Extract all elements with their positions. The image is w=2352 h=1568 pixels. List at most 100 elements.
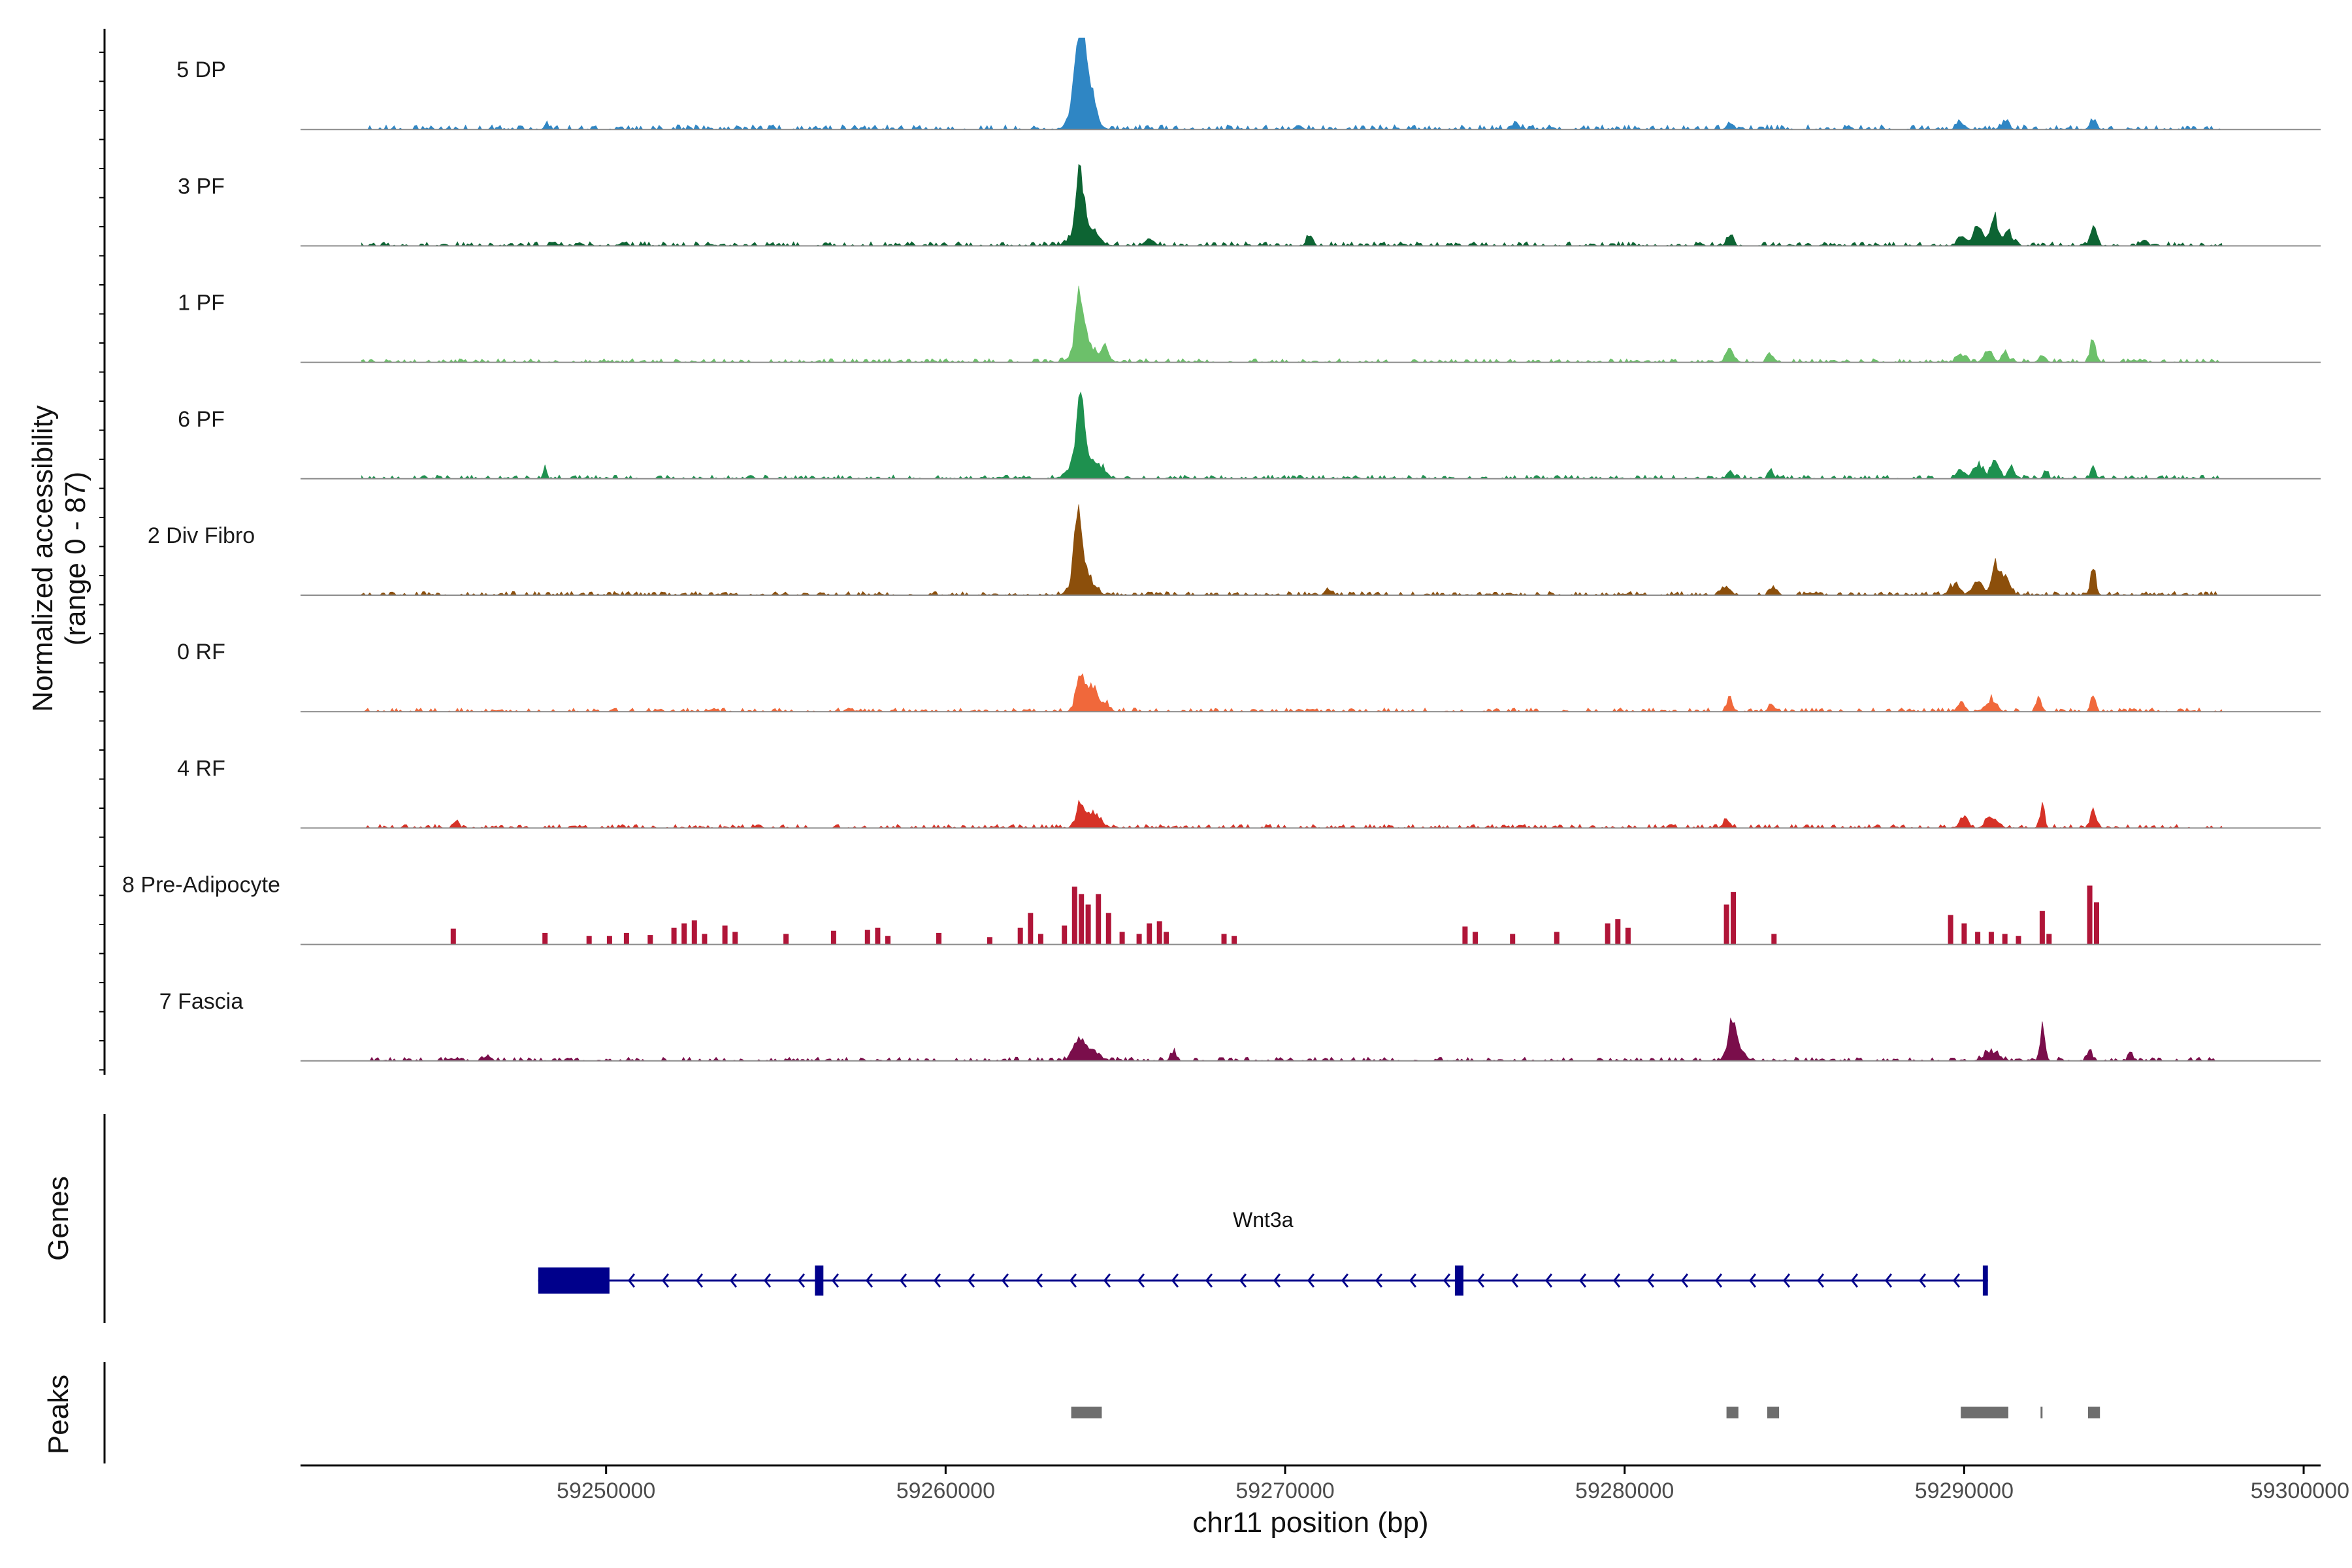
track-label: 7 Fascia bbox=[159, 989, 244, 1014]
gene-exon bbox=[1982, 1266, 1988, 1296]
strand-arrow-icon bbox=[1171, 1273, 1179, 1288]
signal-bar bbox=[1605, 923, 1610, 945]
signal-bar bbox=[2046, 934, 2052, 945]
track-label: 4 RF bbox=[177, 756, 225, 781]
signal-bar bbox=[1731, 892, 1736, 945]
strand-arrow-icon bbox=[1443, 1273, 1451, 1288]
strand-arrow-icon bbox=[1782, 1273, 1791, 1288]
track-6-pf: 6 PF bbox=[178, 391, 2321, 480]
signal-bar bbox=[691, 920, 697, 945]
signal-bar bbox=[1136, 934, 1142, 945]
strand-arrow-icon bbox=[1341, 1273, 1349, 1288]
signal-bar bbox=[1062, 925, 1068, 945]
strand-arrow-icon bbox=[831, 1273, 840, 1288]
signal-bar bbox=[1232, 936, 1237, 945]
signal-bar bbox=[1079, 894, 1085, 945]
signal-bar bbox=[1085, 904, 1091, 945]
strand-arrow-icon bbox=[1918, 1273, 1927, 1288]
signal-bar bbox=[732, 932, 738, 945]
signal-bar bbox=[1554, 932, 1560, 945]
strand-arrow-icon bbox=[1884, 1273, 1893, 1288]
strand-arrow-icon bbox=[1103, 1273, 1111, 1288]
x-tick-label: 59300000 bbox=[2251, 1478, 2349, 1503]
strand-arrow-icon bbox=[1748, 1273, 1757, 1288]
signal-bar bbox=[1156, 921, 1162, 945]
track-7-fascia: 7 Fascia bbox=[159, 989, 2321, 1062]
signal-bar bbox=[450, 928, 456, 945]
signal-bar bbox=[1473, 932, 1478, 945]
track-label: 2 Div Fibro bbox=[148, 523, 255, 548]
strand-arrow-icon bbox=[1952, 1273, 1961, 1288]
strand-arrow-icon bbox=[933, 1273, 941, 1288]
strand-arrow-icon bbox=[1409, 1273, 1417, 1288]
track-0-rf: 0 RF bbox=[177, 640, 2321, 713]
peak-region bbox=[1767, 1407, 1780, 1418]
signal-bar bbox=[1017, 927, 1023, 945]
track-label: 5 DP bbox=[176, 57, 226, 82]
signal-bar bbox=[623, 932, 629, 945]
signal-bar bbox=[1164, 932, 1169, 945]
signal-bar bbox=[936, 932, 941, 945]
signal-bar bbox=[2002, 934, 2008, 945]
signal-bar bbox=[875, 927, 881, 945]
strand-arrow-icon bbox=[1273, 1273, 1281, 1288]
strand-arrow-icon bbox=[1816, 1273, 1825, 1288]
track-label: 0 RF bbox=[177, 640, 225, 664]
signal-bar bbox=[1096, 894, 1102, 945]
strand-arrow-icon bbox=[1544, 1273, 1553, 1288]
strand-arrow-icon bbox=[1511, 1273, 1519, 1288]
strand-arrow-icon bbox=[661, 1273, 670, 1288]
signal-bar bbox=[681, 923, 687, 945]
signal-bar bbox=[542, 932, 548, 945]
track-label: 1 PF bbox=[178, 291, 225, 316]
signal-bar bbox=[1961, 923, 1967, 945]
x-tick-label: 59280000 bbox=[1575, 1478, 1674, 1503]
signal-bar bbox=[1988, 932, 1994, 945]
strand-arrow-icon bbox=[695, 1273, 704, 1288]
signal-bar bbox=[1771, 934, 1777, 945]
gene-exon bbox=[815, 1266, 824, 1296]
signal-bar bbox=[586, 936, 592, 945]
genes-panel: Wnt3a bbox=[103, 1114, 1988, 1323]
strand-arrow-icon bbox=[763, 1273, 772, 1288]
accessibility-y-axis bbox=[99, 29, 106, 1075]
peaks-panel bbox=[103, 1362, 2100, 1463]
signal-area bbox=[361, 37, 2223, 131]
peaks-panel-title: Peaks bbox=[42, 1375, 74, 1454]
strand-arrow-icon bbox=[1239, 1273, 1247, 1288]
strand-arrow-icon bbox=[865, 1273, 874, 1288]
signal-bar bbox=[864, 930, 870, 945]
gene-exon bbox=[1454, 1266, 1463, 1296]
y-axis-title-line2: (range 0 - 87) bbox=[59, 472, 91, 646]
peak-region bbox=[2040, 1407, 2043, 1418]
strand-arrow-icon bbox=[1646, 1273, 1655, 1288]
strand-arrow-icon bbox=[1612, 1273, 1621, 1288]
signal-bar bbox=[1119, 932, 1125, 945]
track-2-div-fibro: 2 Div Fibro bbox=[148, 504, 2321, 596]
strand-arrow-icon bbox=[1307, 1273, 1315, 1288]
signal-bar bbox=[1510, 934, 1516, 945]
peak-region bbox=[2088, 1407, 2100, 1418]
track-5-dp: 5 DP bbox=[176, 37, 2321, 131]
signal-bar bbox=[647, 935, 653, 945]
strand-arrow-icon bbox=[1680, 1273, 1689, 1288]
strand-arrow-icon bbox=[627, 1273, 636, 1288]
strand-arrow-icon bbox=[1477, 1273, 1485, 1288]
peak-region bbox=[1726, 1407, 1739, 1418]
signal-bar bbox=[2087, 885, 2093, 945]
signal-bar bbox=[671, 927, 677, 945]
signal-bar bbox=[606, 936, 612, 945]
strand-arrow-icon bbox=[1001, 1273, 1009, 1288]
signal-bar bbox=[1615, 919, 1621, 945]
strand-arrow-icon bbox=[729, 1273, 738, 1288]
signal-bar bbox=[885, 936, 890, 945]
signal-bar bbox=[2094, 902, 2099, 945]
signal-bar bbox=[783, 934, 789, 945]
track-8-pre-adipocyte: 8 Pre-Adipocyte bbox=[122, 873, 2321, 945]
signal-bar bbox=[1071, 887, 1077, 945]
x-tick-label: 59260000 bbox=[896, 1478, 995, 1503]
signal-bar bbox=[2039, 911, 2045, 945]
x-axis-title: chr11 position (bp) bbox=[1192, 1507, 1428, 1539]
